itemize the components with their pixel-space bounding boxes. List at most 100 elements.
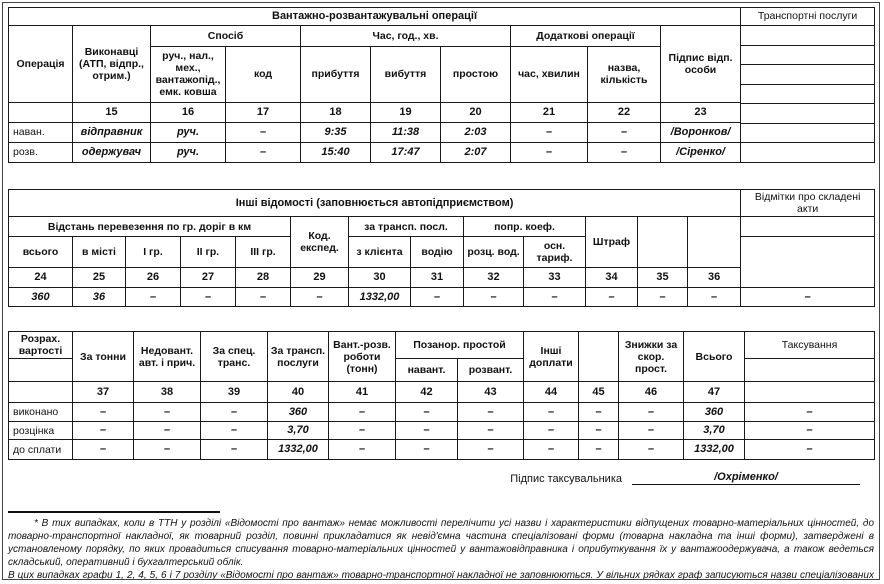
cell-38: – (133, 439, 201, 461)
cell-42: – (395, 439, 458, 461)
col-total-km-header: всього (8, 236, 73, 269)
cell-base-tariff: – (523, 287, 586, 308)
col-number: 22 (587, 101, 661, 123)
col-number: 44 (523, 381, 579, 404)
cell-arrival: 9:35 (300, 121, 371, 143)
cell-group2: – (180, 287, 236, 308)
cell-group3: – (235, 287, 291, 308)
cell-45: – (578, 402, 619, 423)
group-time-header: Час, год., хв. (300, 24, 511, 48)
col-calc-header: Розрах. вартості (8, 331, 73, 360)
table-row: розв. одержувач руч. – 15:40 17:47 2:07 … (8, 141, 875, 164)
table-row: до сплати – – – 1332,00 – – – – – – 1332… (8, 439, 875, 461)
col-group3-header: ІІІ гр. (235, 236, 291, 269)
group-distance-header: Відстань перевезення по гр. доріг в км (8, 216, 291, 238)
cell-44: – (523, 421, 579, 441)
cell-acts: – (740, 287, 876, 308)
col-45-header-blank (578, 331, 619, 383)
col-special-header: За спец. транс. (200, 331, 268, 383)
row-label-unloading: розв. (8, 141, 73, 164)
col-exp-code-header: Код. експед. (290, 216, 349, 269)
transport-services-cell (740, 25, 876, 163)
transport-services-empty-row (741, 124, 874, 144)
col-name-qty-header: назва, кількість (587, 46, 661, 103)
col-number: 30 (348, 267, 411, 289)
col-transp-header: За трансп. послуги (267, 331, 329, 383)
cell-46: – (618, 439, 684, 461)
col-number-blank (8, 381, 73, 404)
col-number: 18 (300, 101, 371, 123)
cell-38: – (133, 421, 201, 441)
cell-39: – (200, 439, 268, 461)
acts-empty-cell (740, 216, 876, 238)
cell-41: – (328, 402, 396, 423)
col-idle-header: простою (440, 46, 511, 103)
acts-empty-cell (740, 236, 876, 289)
cell-40: 3,70 (267, 421, 329, 441)
transport-services-empty-row (741, 27, 874, 46)
transport-services-empty-row (741, 46, 874, 66)
other-info-table: Інші відомості (заповнюється автопідприє… (7, 188, 876, 308)
cell-taxing: – (744, 439, 875, 461)
col-number: 39 (200, 381, 268, 404)
col-minutes-header: час, хвилин (510, 46, 588, 103)
cell-39: – (200, 421, 268, 441)
col-number: 31 (410, 267, 464, 289)
col-number: 32 (463, 267, 524, 289)
col-number: 41 (328, 381, 396, 404)
cell-45: – (578, 439, 619, 461)
col-operation-header: Операція (8, 25, 73, 103)
transport-services-header: Транспортні послуги (740, 7, 876, 26)
col-driver-rate-header: розц. вод. (463, 236, 524, 269)
cell-driver-rate: – (463, 287, 524, 308)
col-number: 42 (395, 381, 458, 404)
col-to-driver-header: водію (410, 236, 464, 269)
cell-43: – (457, 421, 524, 441)
row-label-to-pay: до сплати (8, 439, 73, 461)
cell-47: 360 (683, 402, 745, 423)
col-number: 19 (370, 101, 441, 123)
row-label-done: виконано (8, 402, 73, 423)
taxer-signature-block: Підпис таксувальника /Охріменко/ (8, 471, 874, 486)
cell-37: – (72, 439, 134, 461)
col-number: 28 (235, 267, 291, 289)
transport-services-empty-row (741, 65, 874, 85)
footnote-paragraph-2: В цих випадках графи 1, 2, 4, 5, 6 і 7 р… (8, 570, 874, 580)
cell-executor: одержувач (72, 141, 151, 164)
cell-46: – (618, 402, 684, 423)
col-number: 15 (72, 101, 151, 123)
col-number-blank (8, 101, 73, 123)
cell-to-driver: – (410, 287, 464, 308)
cell-fine: – (585, 287, 638, 308)
cell-44: – (523, 439, 579, 461)
cell-44: – (523, 402, 579, 423)
col-number: 40 (267, 381, 329, 404)
cell-43: – (457, 439, 524, 461)
cell-departure: 11:38 (370, 121, 441, 143)
cell-name-qty: – (587, 141, 661, 164)
col-number: 17 (225, 101, 301, 123)
col-number: 33 (523, 267, 586, 289)
taxing-number-blank (744, 381, 875, 404)
group-extra-ops-header: Додаткові операції (510, 24, 661, 48)
cell-47: 3,70 (683, 421, 745, 441)
cell-method: руч. (150, 121, 226, 143)
cell-40: 360 (267, 402, 329, 423)
cell-method: руч. (150, 141, 226, 164)
col-number: 20 (440, 101, 511, 123)
col-signature-header: Підпис відп. особи (659, 25, 742, 103)
col-36-header-blank (686, 216, 742, 269)
cell-39: – (200, 402, 268, 423)
cell-37: – (72, 402, 134, 423)
taxing-sub-blank (744, 358, 875, 383)
col-number: 29 (290, 267, 349, 289)
col-discount-header: Знижки за скор. прост. (618, 331, 684, 383)
col-number: 25 (72, 267, 126, 289)
col-per-ton-header: За тонни (72, 331, 134, 383)
row-label-loading: наван. (8, 121, 73, 143)
col-arrival-header: прибуття (300, 46, 371, 103)
taxer-signature-value: /Охріменко/ (632, 471, 860, 486)
cell-43: – (457, 402, 524, 423)
col-number: 27 (180, 267, 236, 289)
